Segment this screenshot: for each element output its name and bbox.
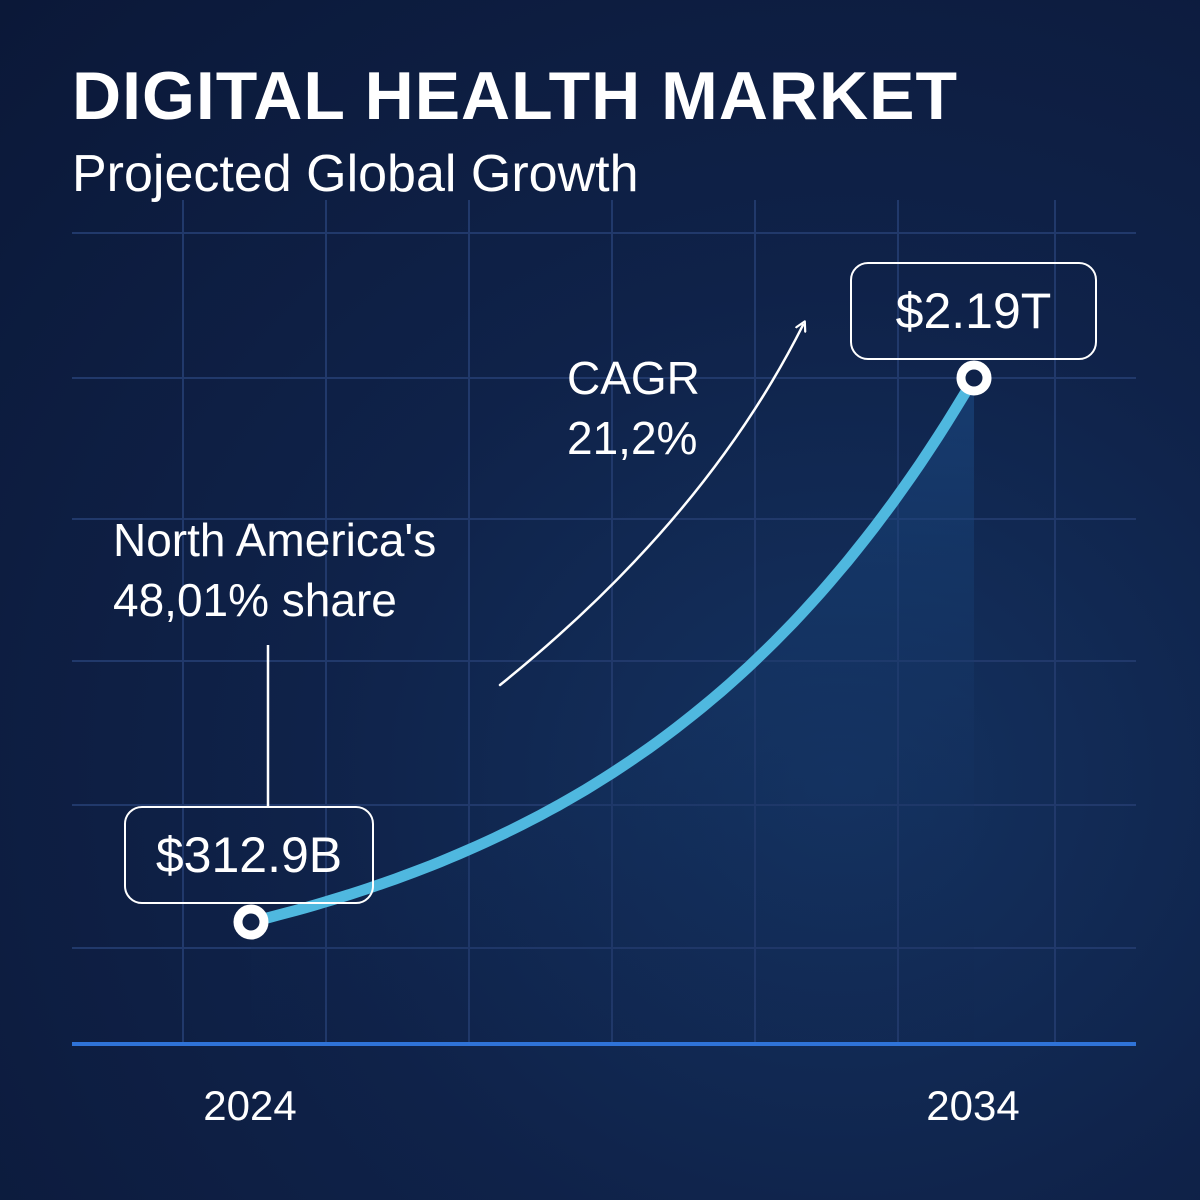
cagr-annotation-line-2: 21,2% <box>567 411 698 464</box>
x-tick-label-2034: 2034 <box>926 1082 1020 1129</box>
share-annotation-line-1: North America's <box>113 514 437 566</box>
data-point-2024 <box>233 904 269 940</box>
share-annotation: North America's 48,01% share <box>113 511 436 631</box>
chart-subtitle: Projected Global Growth <box>72 145 639 203</box>
area-under-curve <box>251 378 974 1044</box>
cagr-annotation: CAGR 21,2% <box>567 349 700 469</box>
x-tick-label-2024: 2024 <box>203 1082 297 1129</box>
cagr-arrow <box>498 325 803 687</box>
end-value-label: $2.19T <box>850 262 1097 360</box>
start-value-label: $312.9B <box>124 806 374 904</box>
chart-title: DIGITAL HEALTH MARKET <box>72 58 959 134</box>
cagr-annotation-line-1: CAGR <box>567 352 700 404</box>
data-point-2034 <box>956 360 992 396</box>
share-annotation-line-2: 48,01% share <box>113 573 397 626</box>
